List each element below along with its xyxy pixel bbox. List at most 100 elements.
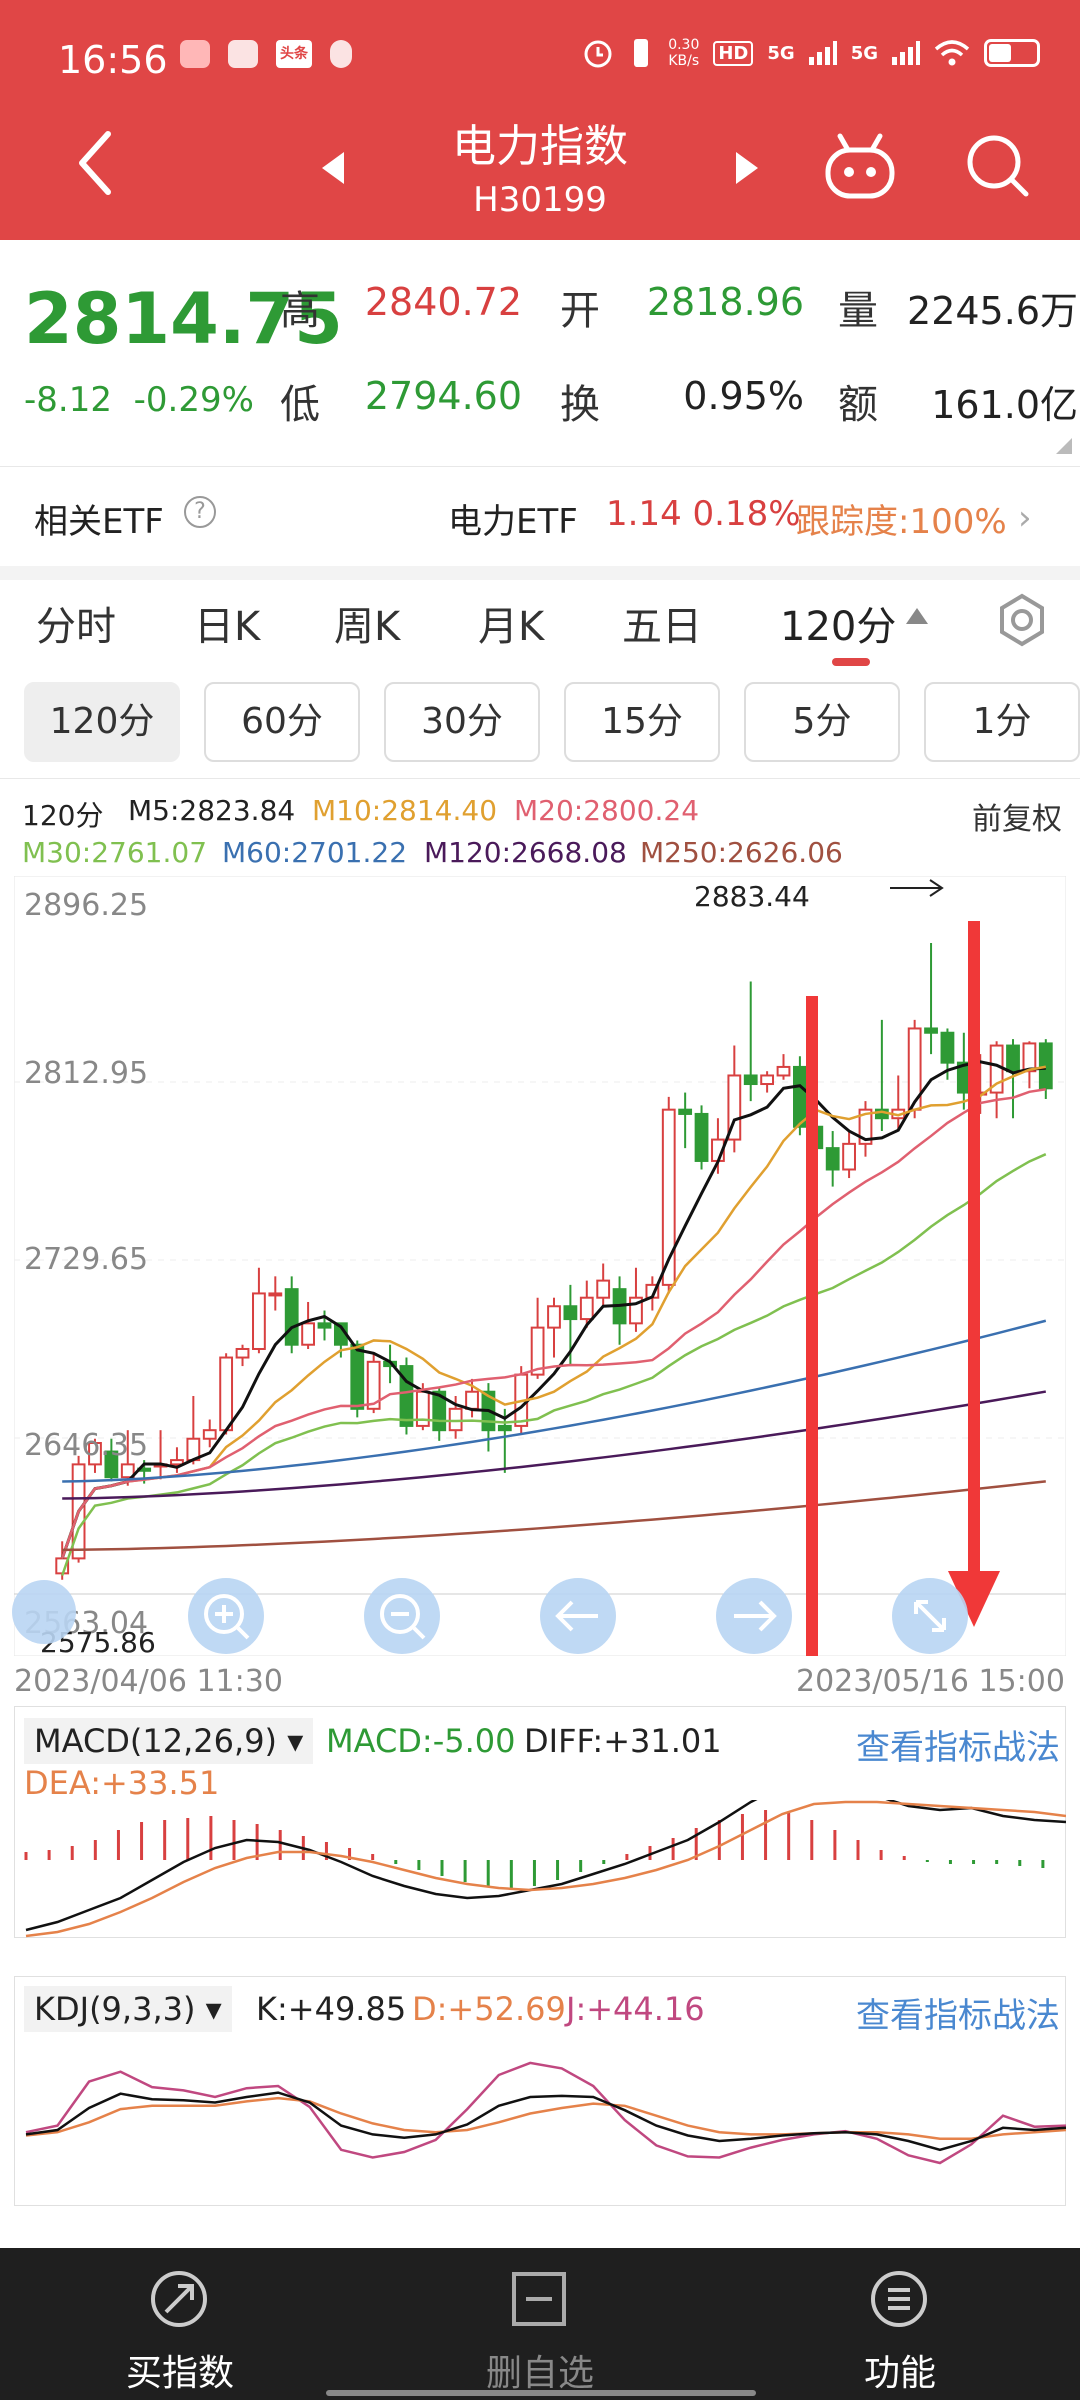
nav-remove-watchlist[interactable]: 删自选 xyxy=(390,2248,690,2400)
j-line xyxy=(25,2061,1066,2165)
divider xyxy=(0,778,1080,779)
dea-value: DEA:+33.51 xyxy=(24,1764,220,1802)
signal-icon-2 xyxy=(892,41,920,65)
fullscreen-button[interactable] xyxy=(892,1578,968,1654)
candle-body-38 xyxy=(678,1108,693,1115)
macd-chart xyxy=(24,1800,1066,1938)
prev-index-button[interactable] xyxy=(318,150,348,186)
turnover-value: 0.95% xyxy=(683,374,804,418)
nav-buy-index[interactable]: 买指数 xyxy=(30,2248,330,2400)
macd-selector[interactable]: MACD(12,26,9) ▾ xyxy=(24,1718,314,1764)
signal-5g-1: 5G xyxy=(767,42,795,64)
scroll-right-button[interactable] xyxy=(716,1578,792,1654)
subtab-60min[interactable]: 60分 xyxy=(204,682,360,762)
caret-up-icon[interactable] xyxy=(906,608,928,624)
ma5-line xyxy=(60,1060,1046,1559)
turnover-label: 换 xyxy=(560,382,600,428)
toutiao-icon: 头条 xyxy=(276,40,312,68)
tab-five-day[interactable]: 五日 xyxy=(622,604,702,650)
arrow-left-icon xyxy=(555,1600,598,1632)
etf-tracking[interactable]: 跟踪度:100% xyxy=(796,502,1007,542)
candle-body-27 xyxy=(497,1424,512,1432)
tab-monthly[interactable]: 月K xyxy=(478,604,545,650)
candle-body-35 xyxy=(629,1296,643,1325)
home-indicator xyxy=(326,2390,756,2396)
wechat-icon xyxy=(228,40,258,68)
candle-body-4 xyxy=(120,1463,135,1479)
current-price: 2814.75 xyxy=(24,278,343,360)
help-icon[interactable]: ? xyxy=(184,496,216,528)
candle-body-25 xyxy=(465,1390,479,1410)
y-tick-1: 2896.25 xyxy=(24,888,149,923)
candle-body-54 xyxy=(940,1031,955,1064)
next-index-button[interactable] xyxy=(732,150,762,186)
low-label: 低 xyxy=(280,382,320,428)
subtab-15min[interactable]: 15分 xyxy=(564,682,720,762)
ma120-line xyxy=(62,1390,1047,1500)
candle-body-15 xyxy=(301,1322,315,1346)
macd-strategy-link[interactable]: 查看指标战法 xyxy=(856,1728,1060,1768)
candle-body-42 xyxy=(743,1074,758,1086)
expand-corner-icon[interactable] xyxy=(1056,438,1072,454)
hd-badge: HD xyxy=(713,40,754,66)
menu-icon xyxy=(871,2271,927,2327)
kdj-chart xyxy=(25,2061,1066,2165)
subtab-120min[interactable]: 120分 xyxy=(24,682,180,762)
candle-body-49 xyxy=(858,1108,873,1145)
high-marker-label: 2883.44 xyxy=(694,880,810,913)
chart-frame xyxy=(14,876,1066,1656)
kdj-strategy-link[interactable]: 查看指标战法 xyxy=(856,1996,1060,2036)
chevron-right-icon[interactable]: › xyxy=(1018,498,1032,538)
tab-daily[interactable]: 日K xyxy=(194,604,261,650)
candle-body-45 xyxy=(793,1065,807,1128)
buy-index-icon xyxy=(151,2271,207,2327)
high-label: 高 xyxy=(280,288,320,334)
robot-assistant-icon[interactable] xyxy=(822,132,898,202)
subtab-30min[interactable]: 30分 xyxy=(384,682,540,762)
divider xyxy=(0,466,1080,467)
nav-functions[interactable]: 功能 xyxy=(750,2248,1050,2400)
k-value: K:+49.85 xyxy=(256,1990,407,2028)
y-tick-2: 2812.95 xyxy=(24,1056,149,1091)
subtab-5min[interactable]: 5分 xyxy=(744,682,900,762)
ma60-value: M60:2701.22 xyxy=(222,836,408,869)
zoom-out-button[interactable] xyxy=(364,1578,440,1654)
search-icon[interactable] xyxy=(962,130,1032,200)
candle-body-30 xyxy=(547,1305,561,1329)
candle-body-41 xyxy=(727,1074,742,1141)
net-speed: 0.30 KB/s xyxy=(668,37,700,69)
drawing-tool-button[interactable] xyxy=(12,1580,76,1644)
y-tick-4: 2646.35 xyxy=(24,1428,149,1463)
y-tick-3: 2729.65 xyxy=(24,1242,149,1277)
ma20-line xyxy=(61,1088,1046,1559)
annotation-arrow-head-1 xyxy=(948,1571,1000,1627)
etf-price[interactable]: 1.14 0.18% xyxy=(606,494,801,534)
candle-body-2 xyxy=(88,1442,102,1466)
open-label: 开 xyxy=(560,288,600,334)
candle-body-10 xyxy=(219,1356,234,1432)
etf-name[interactable]: 电力ETF xyxy=(448,502,578,542)
status-time: 16:56 xyxy=(58,38,168,82)
tab-weekly[interactable]: 周K xyxy=(334,604,401,650)
back-button[interactable] xyxy=(70,128,120,198)
zoom-out-icon xyxy=(380,1594,426,1640)
qq-icon xyxy=(330,40,352,68)
ma60-line xyxy=(62,1319,1047,1483)
tab-120min[interactable]: 120分 xyxy=(780,604,897,650)
bottom-nav: 买指数 删自选 功能 xyxy=(0,2248,1080,2400)
candle-body-37 xyxy=(661,1108,676,1286)
adjust-mode[interactable]: 前复权 xyxy=(972,802,1062,837)
candle-body-21 xyxy=(399,1365,414,1427)
candle-body-53 xyxy=(924,1027,938,1034)
kdj-selector[interactable]: KDJ(9,3,3) ▾ xyxy=(24,1986,232,2032)
tab-intraday[interactable]: 分时 xyxy=(36,604,116,650)
arrow-right-icon xyxy=(734,1600,777,1632)
zoom-in-button[interactable] xyxy=(188,1578,264,1654)
kline-chart[interactable] xyxy=(14,876,1066,1656)
candle-body-3 xyxy=(104,1450,119,1479)
subtab-1min[interactable]: 1分 xyxy=(924,682,1080,762)
open-value: 2818.96 xyxy=(646,280,804,324)
scroll-left-button[interactable] xyxy=(540,1578,616,1654)
candle-body-47 xyxy=(825,1147,840,1171)
settings-icon[interactable] xyxy=(994,592,1050,648)
